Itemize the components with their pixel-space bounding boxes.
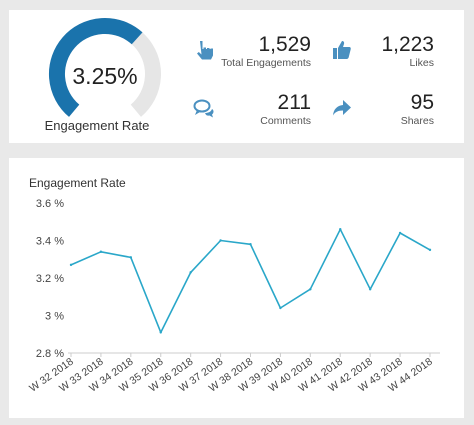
data-point bbox=[99, 250, 103, 253]
data-point bbox=[219, 239, 222, 242]
y-tick-label: 3 % bbox=[45, 311, 64, 323]
y-tick-label: 3.6 % bbox=[36, 198, 64, 210]
data-point bbox=[279, 306, 282, 310]
data-point bbox=[129, 256, 133, 259]
y-tick-label: 3.4 % bbox=[36, 236, 64, 248]
metric-comments: 211 Comments bbox=[193, 91, 311, 131]
thumbs-up-icon bbox=[333, 41, 351, 59]
data-point bbox=[159, 331, 162, 334]
gauge-value: 3.25% bbox=[72, 63, 138, 89]
gauge-ring bbox=[49, 17, 161, 117]
data-point bbox=[428, 248, 432, 252]
data-point bbox=[368, 288, 372, 291]
y-tick-label: 3.2 % bbox=[36, 273, 64, 285]
data-point bbox=[189, 271, 192, 274]
kpi-card: 3.25% Engagement Rate 1,529 Total Engage… bbox=[9, 10, 464, 143]
likes-label: Likes bbox=[409, 57, 434, 69]
total-engagements-value: 1,529 bbox=[258, 33, 311, 56]
chart-title: Engagement Rate bbox=[29, 176, 126, 190]
total-engagements-label: Total Engagements bbox=[221, 57, 311, 69]
shares-label: Shares bbox=[400, 115, 434, 127]
data-point bbox=[69, 263, 73, 267]
gauge-label: Engagement Rate bbox=[44, 118, 150, 133]
likes-value: 1,223 bbox=[381, 33, 434, 56]
speech-bubbles-icon bbox=[193, 99, 214, 118]
chart-card: Engagement Rate 3.6 % 3.4 % 3.2 % 3 % 2.8 % W… bbox=[9, 158, 464, 418]
metric-likes: 1,223 Likes bbox=[331, 33, 434, 73]
comments-label: Comments bbox=[260, 115, 311, 127]
shares-value: 95 bbox=[410, 91, 434, 114]
metric-total-engagements: 1,529 Total Engagements bbox=[193, 33, 311, 73]
share-arrow-icon bbox=[333, 100, 351, 116]
data-point bbox=[249, 243, 252, 246]
comments-value: 211 bbox=[277, 91, 311, 114]
gauge-fill bbox=[49, 17, 143, 117]
pointing-hand-icon bbox=[197, 41, 213, 60]
y-tick-label: 2.8 % bbox=[36, 348, 64, 360]
metric-shares: 95 Shares bbox=[331, 91, 434, 131]
data-point bbox=[398, 231, 402, 235]
data-point bbox=[339, 228, 342, 231]
data-point bbox=[309, 288, 312, 291]
engagement-gauge: 3.25% Engagement Rate bbox=[19, 10, 169, 143]
